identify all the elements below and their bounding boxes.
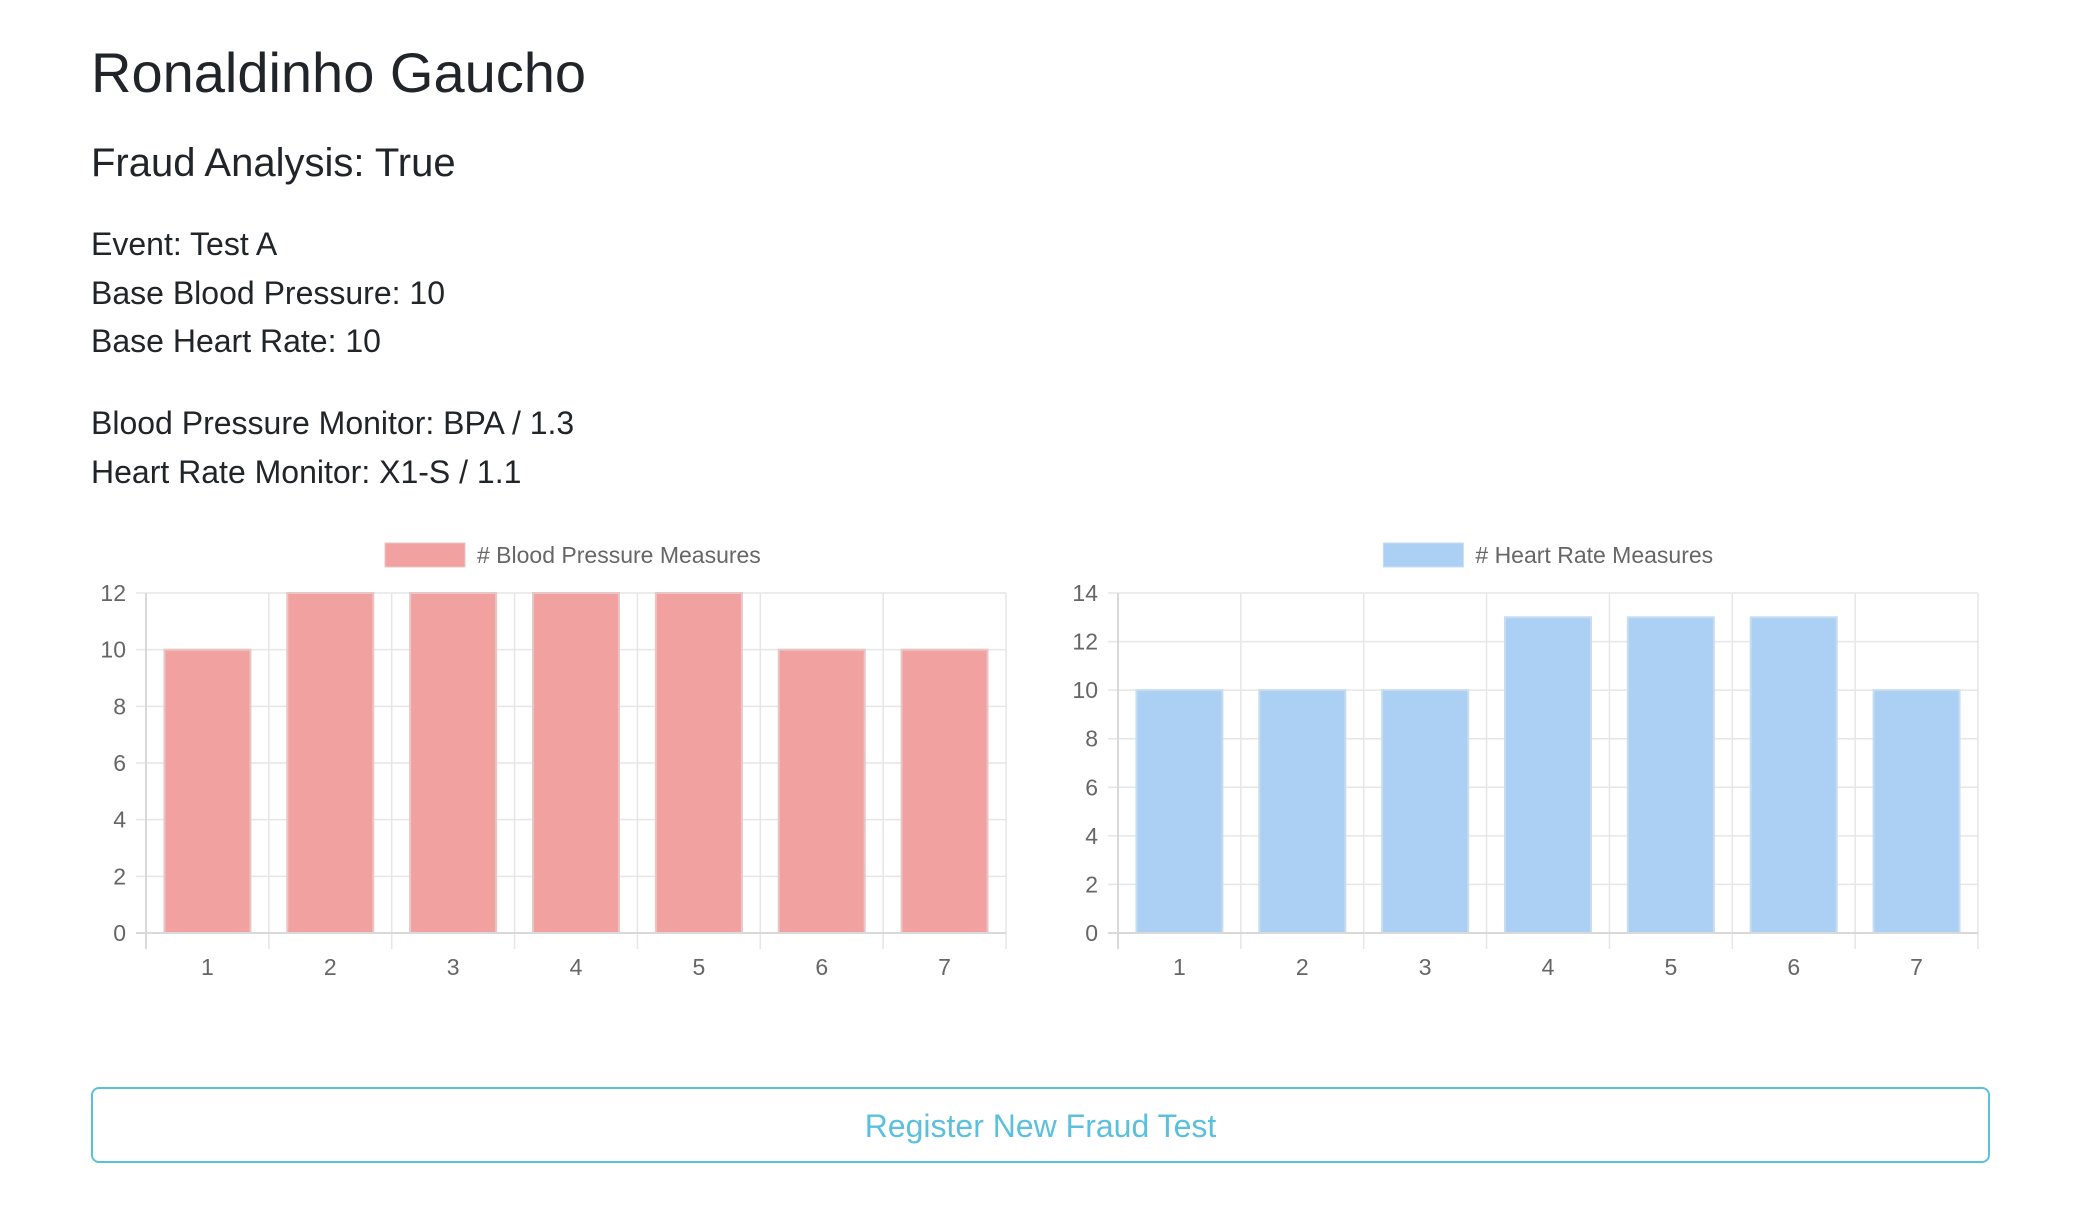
hr-bar[interactable] xyxy=(1626,616,1715,935)
bp-x-tick-label: 1 xyxy=(201,954,214,980)
athlete-name: Ronaldinho Gaucho xyxy=(91,41,587,104)
hr-y-tick-label: 4 xyxy=(1085,823,1098,849)
heart-rate-monitor: Heart Rate Monitor: X1-S / 1.1 xyxy=(91,453,522,490)
bp-x-tick-label: 2 xyxy=(324,954,337,980)
bp-bar[interactable] xyxy=(286,592,375,934)
bp-bar[interactable] xyxy=(777,648,866,935)
hr-y-tick-label: 8 xyxy=(1085,726,1098,752)
hr-y-tick-label: 2 xyxy=(1085,871,1098,897)
hr-x-tick-label: 6 xyxy=(1787,954,1800,980)
bp-x-tick-label: 5 xyxy=(692,954,705,980)
hr-y-tick-label: 6 xyxy=(1085,774,1098,800)
hr-bar[interactable] xyxy=(1749,616,1838,935)
event-info: Event: Test A Base Blood Pressure: 10 Ba… xyxy=(91,220,445,366)
bp-bar[interactable] xyxy=(654,592,743,934)
hr-bar[interactable] xyxy=(1135,689,1224,934)
bp-legend-label: # Blood Pressure Measures xyxy=(477,542,761,568)
base-heart-rate: Base Heart Rate: 10 xyxy=(91,323,381,359)
hr-y-tick-label: 14 xyxy=(1072,580,1098,606)
bp-y-tick-label: 12 xyxy=(100,580,126,606)
register-new-fraud-test-button[interactable]: Register New Fraud Test xyxy=(91,1087,1990,1163)
hr-y-tick-label: 12 xyxy=(1072,629,1098,655)
hr-x-tick-label: 4 xyxy=(1542,954,1555,980)
hr-y-tick-label: 10 xyxy=(1072,677,1098,703)
hr-x-tick-label: 7 xyxy=(1910,954,1923,980)
base-blood-pressure: Base Blood Pressure: 10 xyxy=(91,274,445,311)
event-label: Event: Test A xyxy=(91,226,278,262)
bp-legend-swatch xyxy=(384,542,466,568)
monitor-info: Blood Pressure Monitor: BPA / 1.3 Heart … xyxy=(91,399,574,496)
bp-y-tick-label: 2 xyxy=(113,863,126,889)
bp-bar[interactable] xyxy=(532,592,620,934)
bp-y-tick-label: 10 xyxy=(100,637,126,663)
heart-rate-chart: # Heart Rate Measures 0 2 4 6 8 10 12 14 1 2 3 4 5 6 7 xyxy=(1063,535,1983,995)
hr-legend-label: # Heart Rate Measures xyxy=(1475,542,1713,568)
bp-y-tick-label: 0 xyxy=(113,920,126,946)
blood-pressure-chart: # Blood Pressure Measures 0 2 4 6 8 10 12 1 2 3 4 5 6… xyxy=(91,535,1011,995)
hr-legend-swatch xyxy=(1382,542,1464,568)
hr-x-tick-label: 5 xyxy=(1664,954,1677,980)
bp-x-tick-label: 6 xyxy=(815,954,828,980)
fraud-analysis-heading: Fraud Analysis: True xyxy=(91,141,456,185)
blood-pressure-monitor: Blood Pressure Monitor: BPA / 1.3 xyxy=(91,405,575,441)
bp-y-tick-label: 6 xyxy=(113,750,126,776)
hr-legend[interactable]: # Heart Rate Measures xyxy=(1382,542,1713,568)
bp-x-tick-label: 3 xyxy=(447,954,460,980)
bp-y-tick-label: 4 xyxy=(113,807,126,833)
hr-x-tick-label: 2 xyxy=(1296,954,1309,980)
bp-bar[interactable] xyxy=(163,648,252,935)
hr-x-tick-label: 3 xyxy=(1419,954,1432,980)
bp-x-tick-label: 4 xyxy=(570,954,583,980)
bp-legend[interactable]: # Blood Pressure Measures xyxy=(384,542,761,568)
hr-bar[interactable] xyxy=(1872,689,1961,934)
hr-y-tick-label: 0 xyxy=(1085,920,1098,946)
hr-bar[interactable] xyxy=(1258,689,1347,934)
bp-bar[interactable] xyxy=(900,648,989,935)
hr-bar[interactable] xyxy=(1381,689,1470,934)
bp-y-tick-label: 8 xyxy=(113,693,126,719)
bp-x-tick-label: 7 xyxy=(938,954,951,980)
hr-bar[interactable] xyxy=(1504,616,1592,935)
bp-bar[interactable] xyxy=(409,592,498,934)
hr-x-tick-label: 1 xyxy=(1173,954,1186,980)
